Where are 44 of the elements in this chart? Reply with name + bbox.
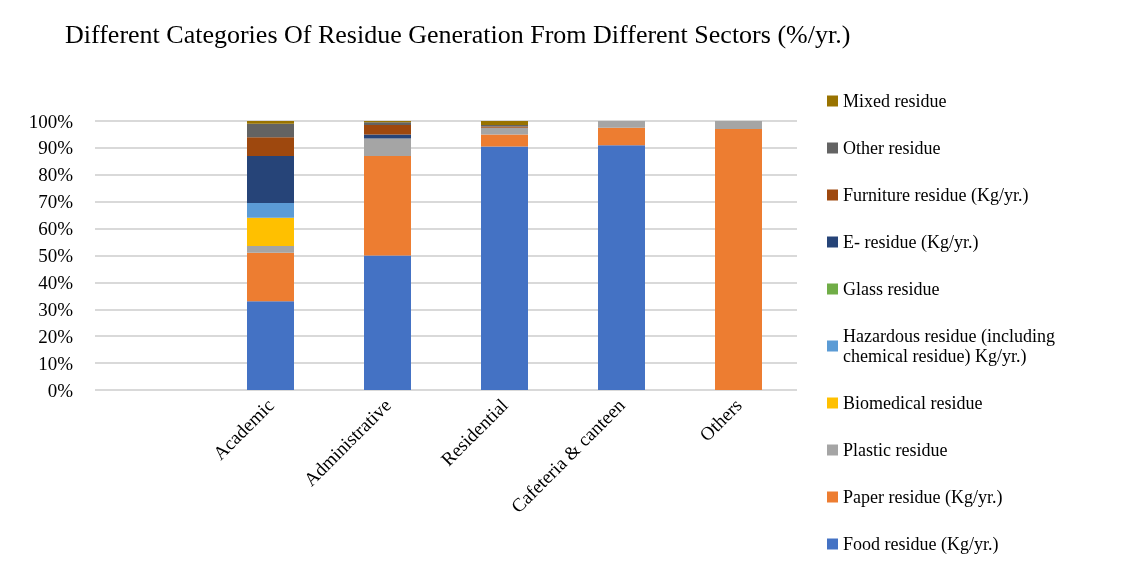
y-tick-label: 60% <box>38 218 74 240</box>
bar <box>364 255 411 390</box>
bar <box>364 125 411 135</box>
legend-label: Hazardous residue (including chemical residue) Kg/yr.) <box>843 326 1060 367</box>
legend-label: Mixed residue <box>843 91 947 111</box>
legend-label: Biomedical residue <box>843 393 983 413</box>
legend-label: Paper residue (Kg/yr.) <box>843 487 1003 508</box>
bar <box>598 145 645 390</box>
y-tick-label: 100% <box>28 110 74 132</box>
legend-label: Glass residue <box>843 279 940 299</box>
y-tick-label: 20% <box>38 325 74 347</box>
bar <box>364 134 411 139</box>
bar <box>598 127 645 146</box>
bar <box>247 301 294 390</box>
bar <box>481 121 528 126</box>
bar <box>247 217 294 247</box>
legend-label: Plastic residue <box>843 440 948 460</box>
bar <box>598 121 645 128</box>
bar <box>247 246 294 253</box>
legend-label: E- residue (Kg/yr.) <box>843 232 979 253</box>
bar <box>364 155 411 256</box>
bar <box>247 155 294 204</box>
y-tick-label: 80% <box>38 164 74 186</box>
bar <box>247 203 294 218</box>
y-tick-label: 10% <box>38 352 74 374</box>
bar <box>247 252 294 302</box>
legend-label: Furniture residue (Kg/yr.) <box>843 185 1029 206</box>
legend-label: Other residue <box>843 138 941 158</box>
legend-label: Food residue (Kg/yr.) <box>843 534 999 555</box>
bar <box>481 146 528 390</box>
bar <box>715 121 762 130</box>
bar <box>481 134 528 147</box>
bar <box>247 123 294 138</box>
y-tick-label: 50% <box>38 245 74 266</box>
bar <box>247 121 294 124</box>
y-tick-label: 0% <box>47 379 74 401</box>
bar <box>364 138 411 156</box>
y-tick-label: 70% <box>38 191 74 213</box>
chart-title: Different Categories Of Residue Generation From Different Sectors (%/yr.) <box>65 19 851 49</box>
bar <box>715 129 762 390</box>
y-tick-label: 90% <box>38 137 74 159</box>
y-tick-label: 40% <box>38 271 74 293</box>
y-tick-label: 30% <box>38 298 74 320</box>
bar <box>247 137 294 156</box>
